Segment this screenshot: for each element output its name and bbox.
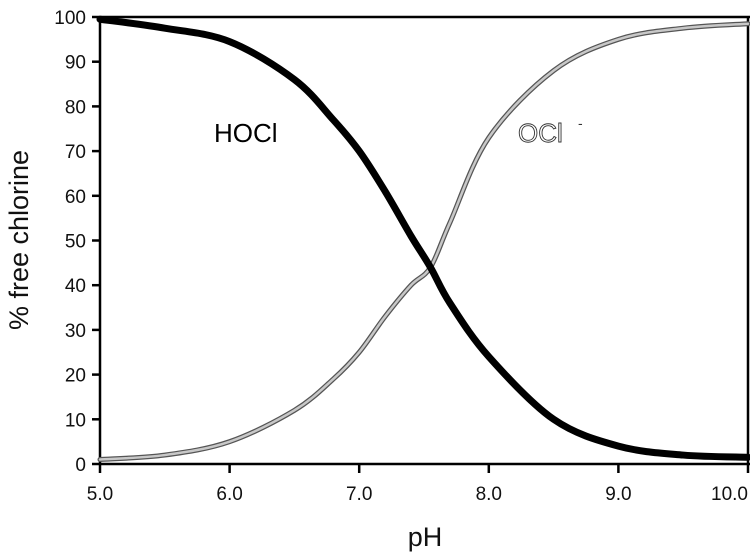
x-tick-label: 9.0 (605, 484, 631, 505)
ocl-curve (98, 22, 750, 461)
y-tick-label: 10 (65, 410, 86, 431)
plot-frame (98, 15, 750, 466)
y-tick-label: 100 (54, 8, 86, 29)
y-tick-label: 50 (65, 232, 86, 253)
y-tick-label: 70 (65, 142, 86, 163)
y-tick-label: 80 (65, 97, 86, 118)
y-tick-label: 30 (65, 321, 86, 342)
y-tick-label: 60 (65, 187, 86, 208)
y-tick-label: 20 (65, 366, 86, 387)
x-axis-title: pH (408, 522, 443, 552)
x-tick-label: 8.0 (476, 484, 502, 505)
ocl-label: OCl - (518, 115, 583, 148)
y-tick-label: 90 (65, 53, 86, 74)
ocl-label-text: OCl (518, 118, 563, 148)
x-tick-label: 5.0 (87, 484, 113, 505)
hocl-curve (96, 15, 750, 461)
y-tick-label: 40 (65, 276, 86, 297)
x-tick-label: 6.0 (216, 484, 242, 505)
y-axis-ticks: 0 10 20 30 40 50 60 70 80 90 100 (54, 8, 100, 476)
y-tick-label: 0 (75, 455, 86, 476)
y-axis-title: % free chlorine (4, 150, 34, 330)
hocl-label: HOCl (214, 118, 278, 148)
data-curves (96, 15, 750, 463)
x-tick-label: 10.0 (711, 484, 748, 505)
x-tick-label: 7.0 (346, 484, 372, 505)
x-axis-ticks: 5.0 6.0 7.0 8.0 9.0 10.0 (87, 464, 750, 505)
ocl-charge: - (578, 115, 583, 131)
ocl-curve-outline (97, 21, 750, 463)
